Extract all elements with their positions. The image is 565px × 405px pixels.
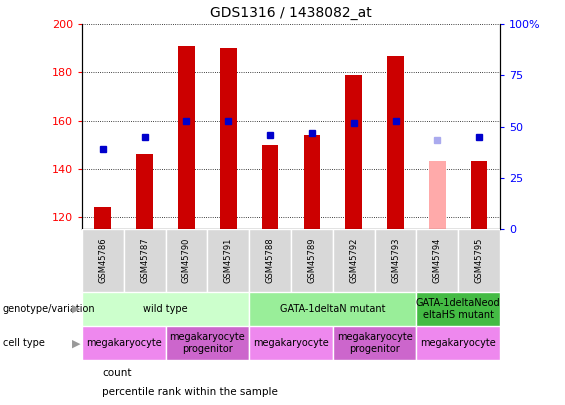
Bar [249,229,291,292]
Bar [471,162,488,229]
Text: GSM45793: GSM45793 [391,237,400,283]
Bar [333,326,416,360]
Bar [303,135,320,229]
Bar [249,292,416,326]
Bar [291,229,333,292]
Bar [262,145,279,229]
Text: percentile rank within the sample: percentile rank within the sample [102,387,278,397]
Text: genotype/variation: genotype/variation [3,304,95,314]
Bar [416,229,458,292]
Bar [82,326,166,360]
Bar [220,48,237,229]
Text: count: count [102,368,132,377]
Text: megakaryocyte: megakaryocyte [420,338,496,348]
Title: GDS1316 / 1438082_at: GDS1316 / 1438082_at [210,6,372,21]
Bar [82,292,249,326]
Text: GATA-1deltaNeod
eltaHS mutant: GATA-1deltaNeod eltaHS mutant [416,298,501,320]
Bar [207,229,249,292]
Bar [136,154,153,229]
Text: ▶: ▶ [72,338,81,348]
Text: GSM45789: GSM45789 [307,237,316,283]
Bar [416,292,500,326]
Text: wild type: wild type [144,304,188,314]
Bar [333,229,375,292]
Text: GSM45794: GSM45794 [433,237,442,283]
Text: cell type: cell type [3,338,45,348]
Bar [82,229,124,292]
Text: megakaryocyte: megakaryocyte [86,338,162,348]
Text: GSM45791: GSM45791 [224,237,233,283]
Bar [166,229,207,292]
Bar [387,55,404,229]
Bar [345,75,362,229]
Bar [375,229,416,292]
Text: megakaryocyte
progenitor: megakaryocyte progenitor [170,333,245,354]
Bar [249,326,333,360]
Text: GSM45792: GSM45792 [349,237,358,283]
Text: GSM45786: GSM45786 [98,237,107,283]
Bar [166,326,249,360]
Text: GSM45787: GSM45787 [140,237,149,283]
Bar [124,229,166,292]
Text: ▶: ▶ [72,304,81,314]
Bar [178,46,195,229]
Bar [416,326,500,360]
Text: GATA-1deltaN mutant: GATA-1deltaN mutant [280,304,385,314]
Bar [429,162,446,229]
Bar [94,207,111,229]
Text: GSM45788: GSM45788 [266,237,275,283]
Text: megakaryocyte: megakaryocyte [253,338,329,348]
Text: GSM45790: GSM45790 [182,237,191,283]
Text: GSM45795: GSM45795 [475,237,484,283]
Text: megakaryocyte
progenitor: megakaryocyte progenitor [337,333,412,354]
Bar [458,229,500,292]
